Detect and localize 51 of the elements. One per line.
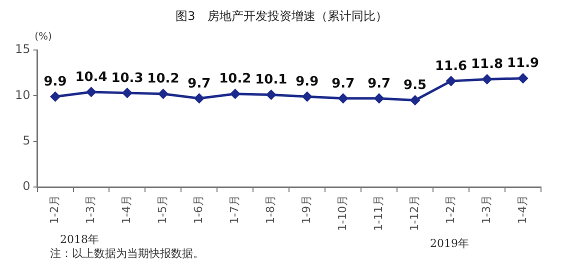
chart-title: 图3 房地产开发投资增速（累计同比） (174, 8, 388, 25)
data-label: 10.2 (147, 72, 180, 87)
point (302, 92, 312, 102)
data-label: 9.5 (404, 78, 427, 94)
point (86, 87, 96, 97)
point (482, 74, 492, 84)
x-tick-label: 1-3月 (84, 195, 98, 224)
y-tick-label: 15 (14, 42, 30, 56)
data-label: 11.6 (435, 58, 468, 74)
text: 2018年 (60, 232, 99, 247)
x-tick-label: 1-2月 (444, 195, 457, 224)
y-tick-label: 5 (22, 133, 30, 148)
data-label: 9.7 (188, 76, 211, 92)
text: 注：以上数据为当期快报数据。 (50, 246, 204, 261)
point (122, 88, 132, 98)
x-tick-label: 1-12月 (408, 195, 421, 232)
data-label: 9.7 (332, 76, 355, 92)
x-tick-label: 1-4月 (516, 195, 529, 224)
point (374, 94, 384, 104)
data-label: 10.4 (75, 70, 108, 85)
x-tick-label: 1-4月 (120, 195, 134, 224)
point (230, 89, 240, 99)
point (338, 94, 348, 104)
data-label: 10.1 (255, 72, 288, 88)
data-label: 11.9 (506, 56, 540, 72)
point (50, 92, 60, 102)
y-tick-label: 10 (14, 88, 30, 102)
data-label: 10.3 (111, 70, 144, 86)
data-label: 10.2 (219, 72, 252, 87)
x-tick-label: 1-9月 (300, 195, 313, 224)
data-label: 11.8 (470, 57, 504, 72)
text: 2019年 (430, 236, 469, 251)
x-tick-label: 1-11月 (372, 195, 385, 232)
x-tick-label: 1-2月 (48, 195, 62, 224)
x-tick-label: 1-6月 (192, 195, 206, 224)
x-tick-label: 1-5月 (156, 195, 170, 224)
x-tick-label: 1-8月 (264, 195, 278, 224)
data-label: 9.9 (44, 74, 67, 90)
point (518, 74, 528, 84)
point (410, 95, 420, 105)
data-label: 9.7 (368, 76, 391, 92)
x-tick-label: 1-3月 (480, 195, 493, 224)
y-axis-title: (%) (34, 32, 52, 43)
y-tick-label: 0 (22, 179, 30, 194)
x-tick-label: 1-7月 (228, 195, 242, 224)
point (158, 89, 168, 99)
point (446, 76, 456, 86)
point (194, 94, 204, 104)
point (266, 90, 276, 100)
data-label: 9.9 (296, 74, 319, 90)
x-tick-label: 1-10月 (336, 195, 349, 232)
